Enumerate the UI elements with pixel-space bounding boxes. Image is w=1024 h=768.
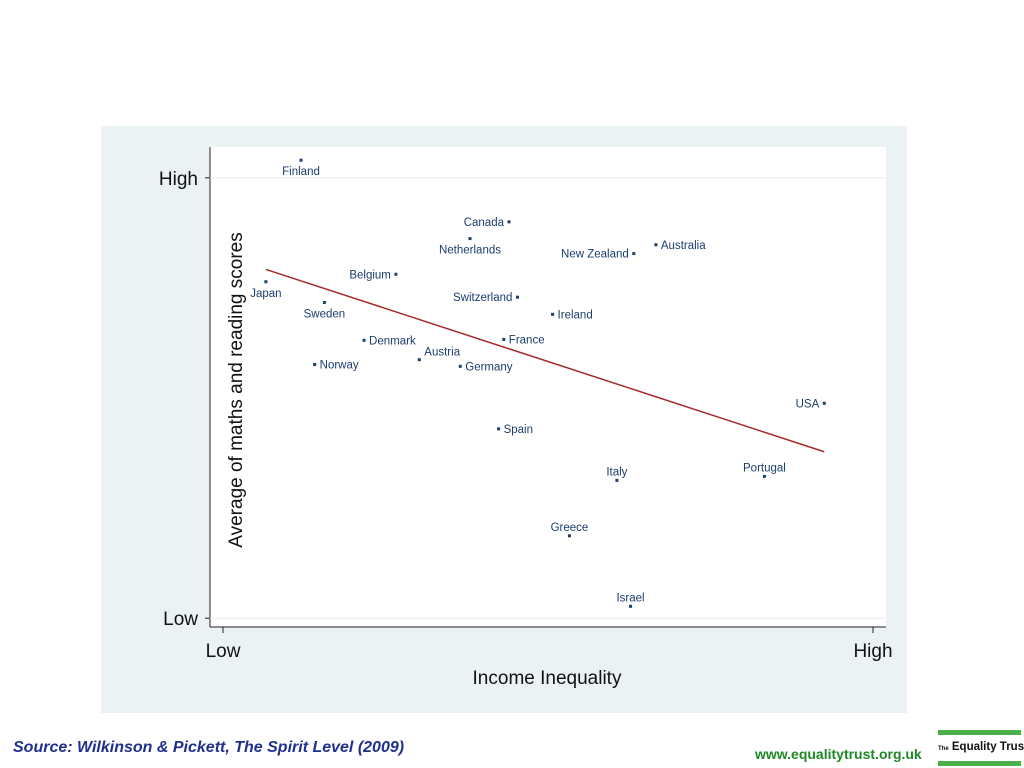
data-point-label: Portugal — [743, 462, 786, 474]
fit-line — [265, 268, 825, 453]
data-point-label: Denmark — [369, 335, 416, 347]
data-point-label: USA — [796, 398, 820, 410]
data-point — [502, 337, 506, 341]
data-point — [632, 252, 636, 256]
data-point — [497, 427, 501, 431]
data-point-label: Austria — [424, 347, 460, 359]
data-point-label: Greece — [551, 522, 589, 534]
data-point — [417, 358, 421, 362]
data-point-label: Ireland — [558, 309, 593, 321]
scatter-chart: Low High Low High Finland Canada Netherlands A… — [159, 147, 893, 689]
data-point-label: Germany — [465, 361, 513, 373]
data-point-label: Norway — [320, 360, 359, 372]
data-point — [551, 312, 555, 316]
plot-area — [210, 147, 886, 627]
data-point — [762, 474, 766, 478]
data-point — [629, 604, 633, 608]
data-point-label: Switzerland — [453, 292, 512, 304]
data-point — [362, 338, 366, 342]
website-link[interactable]: www.equalitytrust.org.uk — [755, 746, 922, 762]
data-point-label: France — [509, 334, 545, 346]
data-point-label: Japan — [250, 288, 281, 300]
data-point-label: Australia — [661, 240, 706, 252]
x-tick-label: Low — [206, 641, 241, 662]
x-axis-title: Income Inequality — [473, 668, 622, 689]
data-point-label: New Zealand — [561, 249, 629, 261]
x-tick-label: High — [853, 641, 892, 662]
y-tick-label: High — [159, 169, 198, 190]
data-point-label: Israel — [616, 592, 644, 604]
data-point-label: Italy — [606, 466, 627, 478]
data-point — [394, 272, 398, 276]
chart-panel: Low High Low High Finland Canada Netherlands A… — [101, 126, 907, 713]
data-point — [654, 243, 658, 247]
y-tick-label: Low — [163, 609, 198, 630]
data-point-label: Canada — [464, 217, 505, 229]
data-point — [468, 237, 472, 241]
data-point — [507, 220, 511, 224]
data-point — [299, 158, 303, 162]
data-point-label: Finland — [282, 166, 320, 178]
y-axis-title: Average of maths and reading scores — [226, 232, 247, 547]
data-point — [822, 401, 826, 405]
data-point — [567, 534, 571, 538]
data-point-label: Belgium — [349, 269, 391, 281]
data-point-label: Sweden — [304, 308, 346, 320]
data-point — [264, 280, 268, 284]
data-point — [458, 364, 462, 368]
data-point — [313, 363, 317, 367]
data-point-label: Spain — [504, 424, 533, 436]
equality-trust-logo: The Equality Trust — [938, 730, 1024, 766]
data-point — [615, 478, 619, 482]
data-point-label: Netherlands — [439, 245, 501, 257]
source-citation: Source: Wilkinson & Pickett, The Spirit … — [13, 739, 405, 756]
data-point — [515, 295, 519, 299]
data-point — [322, 300, 326, 304]
